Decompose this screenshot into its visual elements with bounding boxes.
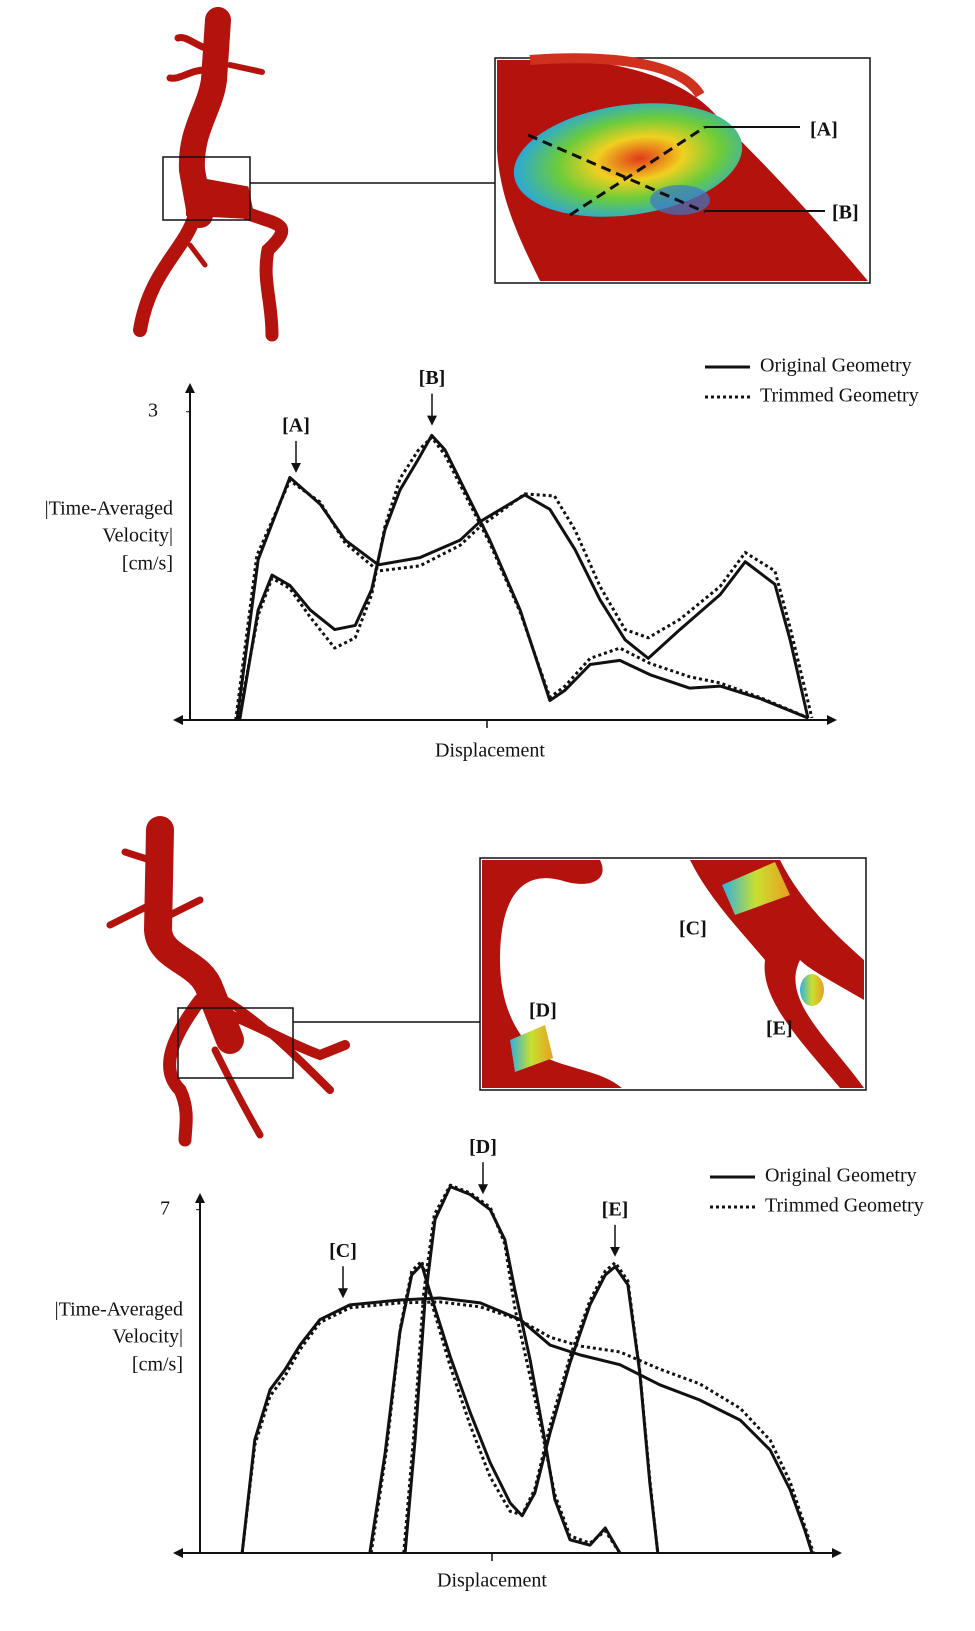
legend-label: Original Geometry: [760, 355, 912, 377]
artery-model: [140, 20, 282, 335]
velocity-line: [238, 437, 808, 720]
velocity-line: [242, 1298, 812, 1553]
inset-label: [E]: [766, 1018, 793, 1040]
legend-label: Trimmed Geometry: [765, 1195, 924, 1217]
inset: [495, 58, 870, 283]
annotation: [C]: [329, 1240, 357, 1262]
inset-label: [B]: [832, 202, 859, 224]
y-axis-label: [cm/s]: [122, 553, 173, 575]
inset-label: [A]: [810, 119, 838, 141]
y-axis-label: Velocity|: [102, 525, 173, 547]
velocity-line: [237, 477, 808, 720]
y-axis-label: |Time-Averaged: [55, 1299, 183, 1321]
velocity-line: [404, 1185, 620, 1553]
x-axis-label: Displacement: [437, 1570, 547, 1592]
legend-label: Original Geometry: [765, 1165, 917, 1187]
velocity-line: [240, 435, 808, 720]
inset-label: [D]: [529, 1000, 557, 1022]
y-axis-label: [cm/s]: [132, 1354, 183, 1376]
inset: [480, 858, 866, 1090]
y-tick-label: 3: [148, 399, 158, 421]
figure: [A] [B] [C] [D] [E] 3 |Time-Averaged Veloc…: [0, 0, 975, 1631]
annotation: [B]: [419, 367, 446, 389]
y-axis-label: Velocity|: [112, 1326, 183, 1348]
velocity-line: [242, 1302, 813, 1553]
y-tick-label: 7: [160, 1197, 170, 1219]
annotation: [D]: [469, 1136, 497, 1158]
annotation: [E]: [602, 1198, 629, 1220]
legend-label: Trimmed Geometry: [760, 385, 919, 407]
x-axis-label: Displacement: [435, 740, 545, 762]
velocity-line: [405, 1187, 620, 1553]
artery-model: [110, 830, 345, 1140]
inset-label: [C]: [679, 918, 707, 940]
y-axis-label: |Time-Averaged: [45, 498, 173, 520]
annotation: [A]: [282, 414, 310, 436]
